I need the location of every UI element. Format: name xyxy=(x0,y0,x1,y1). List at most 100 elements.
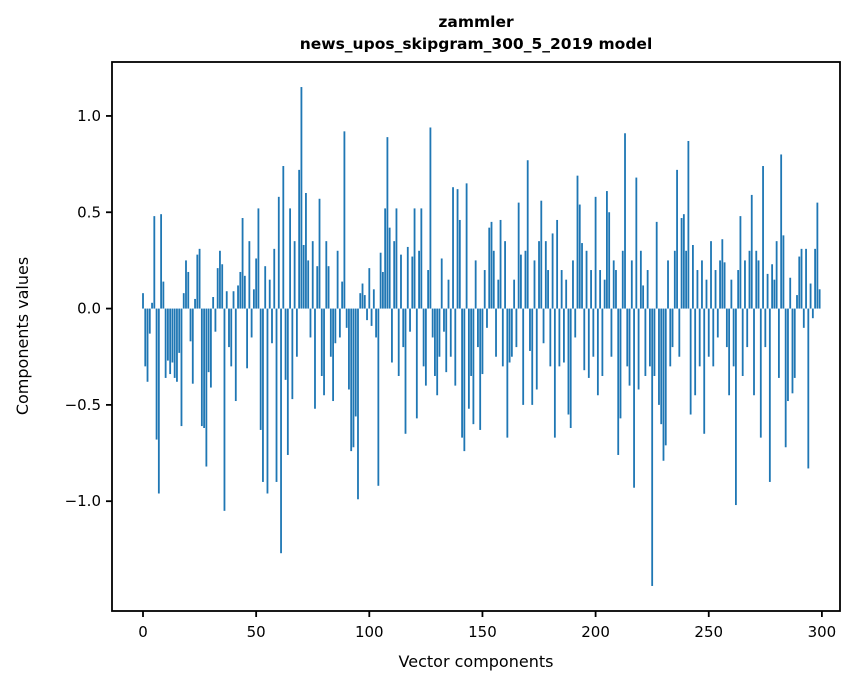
bar xyxy=(284,308,287,380)
bar xyxy=(725,308,728,348)
bar xyxy=(257,208,260,309)
bar xyxy=(454,308,457,386)
bar xyxy=(540,200,543,309)
bar xyxy=(741,308,744,376)
bar xyxy=(649,308,651,367)
bar xyxy=(610,308,613,357)
bar xyxy=(802,308,805,328)
bar xyxy=(463,308,466,452)
bar xyxy=(262,308,264,482)
bar xyxy=(719,260,721,309)
bar xyxy=(533,260,536,309)
bar xyxy=(472,308,475,425)
bar xyxy=(716,308,719,338)
bar xyxy=(329,308,332,357)
bar xyxy=(237,285,239,309)
bar xyxy=(750,194,753,309)
bar xyxy=(178,308,181,353)
chart-title-line1: zammler xyxy=(438,13,514,31)
bar xyxy=(694,308,697,396)
bar xyxy=(714,270,717,309)
y-tick-label: −0.5 xyxy=(65,396,101,414)
bar xyxy=(393,241,396,309)
bar xyxy=(252,289,255,309)
bar xyxy=(458,219,461,309)
bar xyxy=(248,241,251,309)
x-tick-label: 0 xyxy=(138,623,148,641)
bar xyxy=(565,279,568,309)
bar xyxy=(359,293,362,309)
bar xyxy=(542,308,545,344)
bar xyxy=(368,268,371,309)
bar xyxy=(264,266,267,309)
bar xyxy=(345,308,348,328)
bar xyxy=(357,308,359,500)
bar xyxy=(526,160,529,309)
bar xyxy=(185,260,187,309)
bar xyxy=(323,308,325,396)
bar xyxy=(796,295,798,309)
bar xyxy=(182,293,185,309)
bar xyxy=(630,260,633,309)
bar xyxy=(440,258,443,309)
bar xyxy=(721,239,724,309)
bar xyxy=(336,250,339,309)
bar xyxy=(658,308,660,405)
bar xyxy=(619,308,622,419)
bar xyxy=(608,212,611,309)
bar xyxy=(501,308,504,367)
bar xyxy=(447,279,450,309)
bar xyxy=(735,308,737,506)
x-tick-label: 200 xyxy=(581,623,610,641)
bar xyxy=(784,308,787,448)
bar xyxy=(606,191,608,309)
bar xyxy=(701,260,703,309)
bar xyxy=(431,308,434,338)
bar xyxy=(300,87,303,309)
bar xyxy=(289,208,291,309)
bar xyxy=(578,204,581,309)
bar xyxy=(397,308,400,376)
bar xyxy=(189,308,192,342)
bar xyxy=(293,241,296,309)
bar xyxy=(538,241,540,309)
bar xyxy=(243,275,246,309)
bar xyxy=(169,308,172,375)
bar xyxy=(612,260,615,309)
bar xyxy=(768,308,771,482)
bar xyxy=(232,291,235,309)
bar xyxy=(343,131,346,309)
bar xyxy=(311,241,314,309)
x-tick-label: 50 xyxy=(247,623,266,641)
bar xyxy=(635,177,638,309)
bar xyxy=(246,308,248,369)
bar xyxy=(574,308,577,338)
bar xyxy=(305,192,307,309)
bar xyxy=(411,256,414,309)
bar xyxy=(381,271,384,309)
bar xyxy=(280,308,282,554)
bar xyxy=(773,279,776,309)
bar xyxy=(309,308,312,338)
bar xyxy=(160,214,163,309)
bar xyxy=(481,308,484,375)
bar xyxy=(522,308,525,405)
bar xyxy=(678,308,681,357)
bar xyxy=(660,308,663,425)
y-tick-label: −1.0 xyxy=(65,492,101,510)
bar xyxy=(615,270,617,309)
bar xyxy=(553,308,556,438)
bar xyxy=(434,308,436,376)
bar xyxy=(520,254,522,309)
bar xyxy=(732,308,735,367)
bar xyxy=(370,308,373,326)
bar xyxy=(420,208,423,309)
bar xyxy=(286,308,289,455)
bar xyxy=(282,166,285,309)
bar xyxy=(497,279,500,309)
bar xyxy=(628,308,631,386)
bar xyxy=(800,248,803,309)
bar xyxy=(592,308,595,357)
bar xyxy=(372,289,375,309)
